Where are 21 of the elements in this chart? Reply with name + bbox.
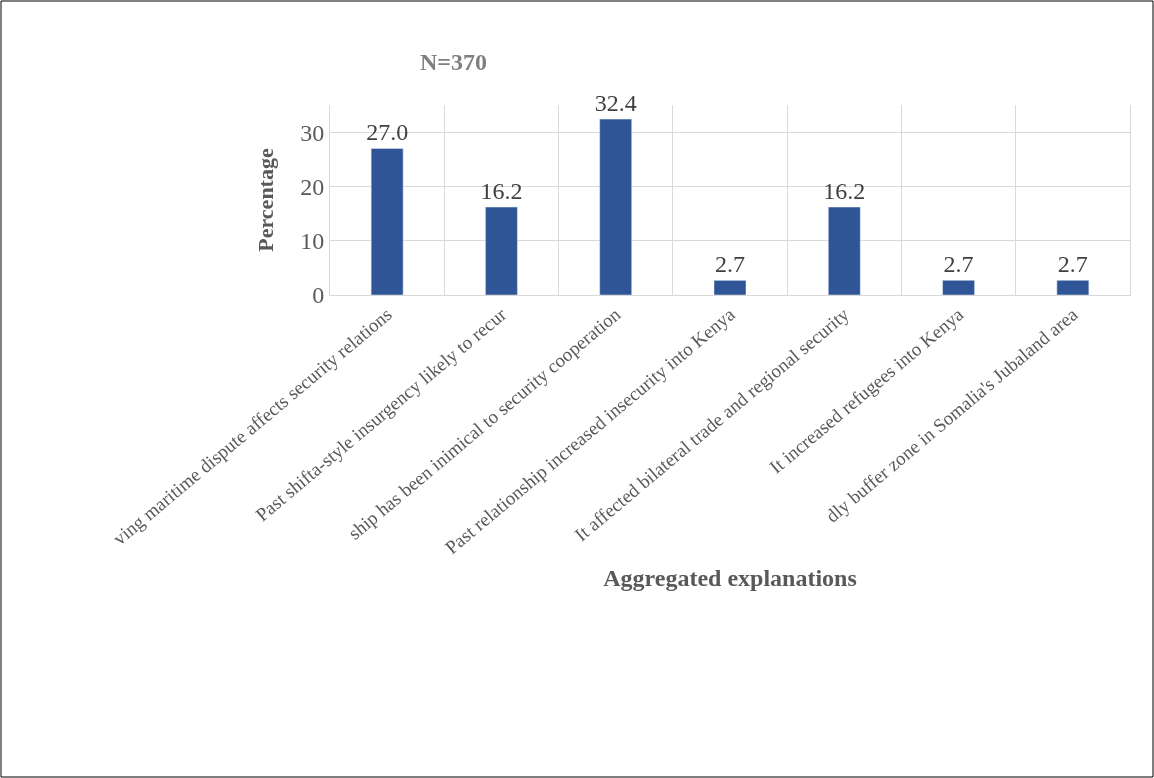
y-tick-label: 10: [300, 228, 325, 255]
bar: [1056, 280, 1090, 295]
data-label: 27.0: [366, 119, 409, 146]
y-tick-label: 20: [300, 173, 325, 200]
y-tick-label: 0: [312, 282, 325, 309]
y-axis-title: Percentage: [253, 148, 278, 252]
bar: [942, 280, 975, 295]
bar: [370, 148, 404, 295]
data-label: 2.7: [1057, 251, 1088, 278]
data-label: 2.7: [943, 251, 974, 278]
bar: [599, 118, 632, 295]
bar: [828, 206, 861, 295]
y-tick-label: 30: [300, 119, 325, 146]
data-label: 2.7: [715, 251, 745, 278]
bar: [713, 280, 747, 295]
data-label: 16.2: [823, 178, 866, 205]
data-label: 16.2: [480, 178, 523, 205]
chart-title: N=370: [420, 49, 488, 76]
x-axis-title: Aggregated explanations: [603, 565, 857, 592]
data-label: 32.4: [594, 90, 637, 117]
bar: [485, 206, 518, 295]
